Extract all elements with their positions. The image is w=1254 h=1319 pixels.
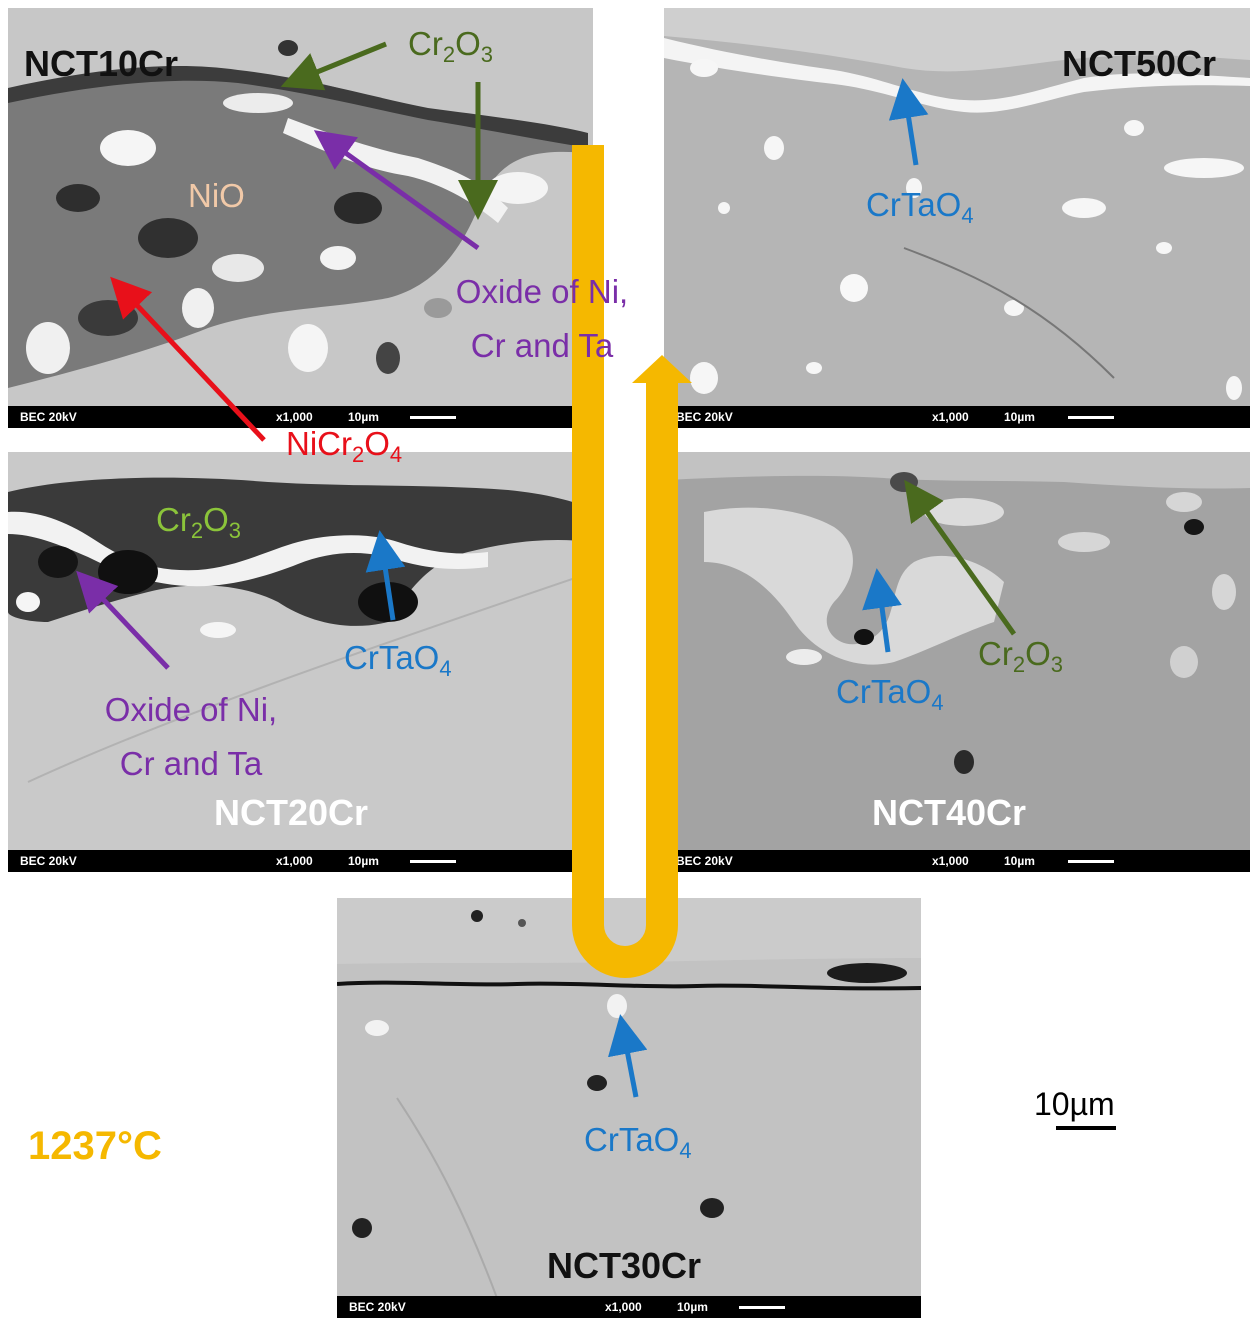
label-oxide-nct10: Oxide of Ni, Cr and Ta bbox=[432, 272, 652, 365]
label-nio: NiO bbox=[188, 177, 245, 214]
sem-info-bar: BEC 20kV x1,000 10µm bbox=[664, 406, 1250, 428]
label-oxide-nct20: Oxide of Ni, Cr and Ta bbox=[78, 690, 304, 783]
scale-bar-label: 10µm bbox=[1034, 1086, 1115, 1122]
sem-info-bar: BEC 20kV x1,000 10µm bbox=[337, 1296, 921, 1318]
sample-label: NCT20Cr bbox=[214, 792, 369, 833]
sem-scale: 10µm bbox=[1004, 410, 1035, 424]
sem-mode: BEC 20kV bbox=[676, 854, 733, 868]
sem-scale-bar bbox=[410, 416, 456, 419]
sem-info-bar: BEC 20kV x1,000 10µm bbox=[8, 850, 593, 872]
sem-scale-bar bbox=[1068, 416, 1114, 419]
sem-magnification: x1,000 bbox=[605, 1300, 642, 1314]
label-crtao4-nct40: CrTaO4 bbox=[836, 673, 944, 715]
sem-scale-bar bbox=[1068, 860, 1114, 863]
sem-info-bar: BEC 20kV x1,000 10µm bbox=[664, 850, 1250, 872]
sem-mode: BEC 20kV bbox=[20, 854, 77, 868]
micrograph-nct50cr: NCT50Cr BEC 20kV x1,000 10µm bbox=[664, 8, 1250, 428]
label-nicr2o4: NiCr2O4 bbox=[286, 425, 403, 467]
sem-scale: 10µm bbox=[1004, 854, 1035, 868]
temperature-label: 1237°C bbox=[28, 1124, 162, 1168]
micrograph-texture bbox=[664, 8, 1250, 400]
sem-scale: 10µm bbox=[348, 854, 379, 868]
sem-magnification: x1,000 bbox=[276, 410, 313, 424]
sem-scale-bar bbox=[739, 1306, 785, 1309]
micrograph-nct30cr: NCT30Cr BEC 20kV x1,000 10µm bbox=[337, 898, 921, 1318]
sem-magnification: x1,000 bbox=[276, 854, 313, 868]
label-oxide-line2: Cr and Ta bbox=[470, 326, 614, 364]
label-crtao4-nct30: CrTaO4 bbox=[584, 1121, 692, 1163]
label-cr2o3-nct10: Cr2O3 bbox=[408, 25, 493, 67]
sem-mode: BEC 20kV bbox=[20, 410, 77, 424]
sem-mode: BEC 20kV bbox=[349, 1300, 406, 1314]
label-oxide-line1: Oxide of Ni, bbox=[455, 273, 629, 310]
label-crtao4-nct20: CrTaO4 bbox=[344, 639, 452, 681]
sem-mode: BEC 20kV bbox=[676, 410, 733, 424]
micrograph-nct20cr: NCT20Cr BEC 20kV x1,000 10µm bbox=[8, 452, 593, 872]
label-cr2o3-nct20: Cr2O3 bbox=[156, 501, 241, 543]
sample-label: NCT10Cr bbox=[24, 43, 179, 84]
sem-scale: 10µm bbox=[677, 1300, 708, 1314]
sem-scale-bar bbox=[410, 860, 456, 863]
micrograph-nct40cr: NCT40Cr BEC 20kV x1,000 10µm bbox=[664, 452, 1250, 872]
sample-label: NCT50Cr bbox=[1062, 43, 1217, 84]
sequence-u-arrow bbox=[572, 145, 678, 978]
sem-magnification: x1,000 bbox=[932, 854, 969, 868]
sem-magnification: x1,000 bbox=[932, 410, 969, 424]
label-oxide-line1: Oxide of Ni, bbox=[104, 691, 278, 728]
label-oxide-line2: Cr and Ta bbox=[119, 744, 263, 782]
scale-bar bbox=[1056, 1126, 1116, 1130]
sample-label: NCT30Cr bbox=[547, 1245, 702, 1286]
sample-label: NCT40Cr bbox=[872, 792, 1027, 833]
label-cr2o3-nct40: Cr2O3 bbox=[978, 635, 1063, 677]
sem-scale: 10µm bbox=[348, 410, 379, 424]
label-crtao4-nct50: CrTaO4 bbox=[866, 186, 974, 228]
